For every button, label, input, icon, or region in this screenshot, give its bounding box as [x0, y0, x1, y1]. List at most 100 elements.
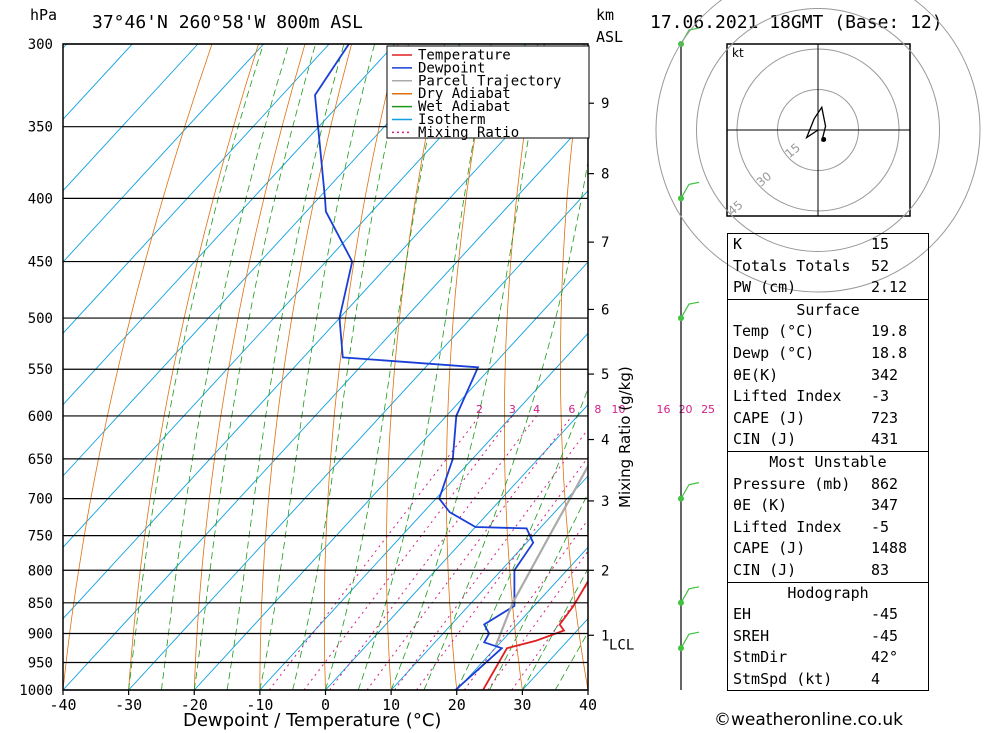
mixing-ratio-label: 20	[679, 403, 693, 416]
temperature-tick-label: 20	[448, 696, 466, 714]
pressure-tick-label: 500	[28, 311, 53, 327]
mixing-ratio-line	[329, 415, 537, 690]
pressure-tick-label: 900	[28, 626, 53, 642]
dry-adiabat-line	[128, 44, 259, 690]
legend-label: Dry Adiabat	[418, 86, 511, 102]
isotherm-line	[128, 190, 588, 690]
isotherm-line	[63, 44, 330, 335]
pressure-tick-label: 650	[28, 452, 53, 468]
temperature-tick-label: 40	[579, 696, 597, 714]
legend-label: Mixing Ratio	[418, 125, 519, 141]
temperature-profile	[482, 579, 588, 690]
km-tick-label: 8	[601, 167, 609, 183]
hodograph-section: Hodograph EH -45 SREH -45 StmDir 42° StmSpd…	[728, 581, 928, 691]
legend-label: Parcel Trajectory	[418, 73, 561, 89]
km-tick-label: 6	[601, 302, 609, 318]
hodograph-trace	[805, 105, 827, 142]
asl-label: ASL	[596, 28, 623, 46]
legend-label: Temperature	[418, 48, 511, 64]
most-unstable-section: Most Unstable Pressure (mb) 862 θE (K) 347…	[728, 450, 928, 582]
dry-adiabat-line	[559, 44, 588, 690]
pressure-tick-label: 450	[28, 255, 53, 271]
mixing-ratio-line	[416, 456, 588, 690]
basic-indices: K 15 Totals Totals 52 PW (cm) 2.12	[728, 234, 928, 299]
lcl-label: LCL	[609, 637, 634, 653]
temperature-tick-label: -40	[49, 696, 76, 714]
axes-layer: 3003504004505005506006507007508008509009…	[19, 37, 715, 714]
indices-table: K 15 Totals Totals 52 PW (cm) 2.12 Surface …	[727, 233, 929, 692]
hodograph-unit-label: kt	[732, 46, 744, 60]
isotherm-line	[63, 44, 461, 477]
wind-barb	[680, 482, 700, 499]
wet-adiabat-line	[193, 44, 316, 690]
pressure-tick-label: 850	[28, 596, 53, 612]
temperature-tick-label: -10	[246, 696, 273, 714]
km-tick-label: 9	[601, 96, 609, 112]
index-row: K 15	[733, 235, 890, 253]
section-title: Most Unstable	[769, 452, 887, 471]
mixing-ratio-label: 16	[657, 403, 671, 416]
index-row: Dewp (°C) 18.8	[733, 343, 908, 362]
index-row: θE(K) 342	[733, 365, 899, 384]
isotherm-line	[63, 44, 264, 263]
index-row: Totals Totals 52	[733, 256, 890, 275]
wind-barb	[680, 631, 700, 649]
index-row: θE (K) 347	[733, 496, 899, 515]
km-tick-label: 7	[601, 235, 609, 251]
mixing-ratio-line	[268, 415, 480, 690]
datetime-title: 17.06.2021 18GMT (Base: 12)	[650, 12, 943, 33]
km-tick-label: 3	[601, 494, 609, 510]
legend-label: Isotherm	[418, 112, 485, 128]
mixing-ratio-label: 10	[612, 403, 626, 416]
mixing-ratio-label: 6	[568, 403, 575, 416]
parcel-trajectory-profile	[494, 463, 588, 646]
dry-adiabat-line	[668, 44, 720, 690]
mixing-ratio-line	[487, 550, 588, 690]
isotherm-line	[63, 47, 588, 620]
km-tick-label: 1	[601, 628, 609, 644]
wet-adiabat-line	[226, 44, 345, 690]
pressure-tick-label: 400	[28, 191, 53, 207]
index-row: StmSpd (kt) 4	[733, 669, 881, 688]
mixing-ratio-label: 8	[594, 403, 601, 416]
wind-profile	[678, 27, 700, 690]
hodograph-ring	[696, 8, 940, 252]
legend-label: Wet Adiabat	[418, 99, 511, 115]
index-row: CIN (J) 83	[733, 560, 890, 579]
index-row: EH -45	[733, 605, 899, 624]
index-row: PW (cm) 2.12	[733, 278, 908, 297]
x-axis-title: Dewpoint / Temperature (°C)	[183, 710, 441, 731]
mixing-ratio-label: 4	[533, 403, 540, 416]
km-tick-label: 2	[601, 563, 609, 579]
mixing-ratio-label: 2	[476, 403, 483, 416]
index-row: CAPE (J) 1488	[733, 539, 908, 558]
credit-link[interactable]: ©weatheronline.co.uk	[714, 710, 904, 730]
wind-barb	[680, 586, 700, 604]
isotherm-line	[63, 118, 588, 690]
pressure-tick-label: 750	[28, 529, 53, 545]
index-row: CIN (J) 431	[733, 430, 899, 449]
dewpoint-profile	[314, 44, 535, 690]
legend-label: Dewpoint	[418, 60, 485, 76]
index-row: Lifted Index -3	[733, 387, 890, 406]
index-row: SREH -45	[733, 626, 899, 645]
dry-adiabat-line	[193, 44, 306, 690]
index-row: Pressure (mb) 862	[733, 474, 899, 493]
wind-barb	[680, 181, 700, 199]
hpa-label: hPa	[30, 6, 57, 24]
mixing-ratio-label: 25	[701, 403, 715, 416]
mixing-ratio-line	[394, 428, 588, 690]
temperature-tick-label: 10	[382, 696, 400, 714]
pressure-tick-label: 700	[28, 492, 53, 508]
location-title: 37°46'N 260°58'W 800m ASL	[92, 12, 363, 33]
isotherm-line	[325, 404, 588, 690]
dry-adiabat-line	[956, 44, 1000, 690]
wet-adiabat-line	[357, 44, 492, 690]
isotherm-line	[390, 475, 588, 690]
isotherm-line	[63, 44, 199, 192]
km-tick-label: 5	[601, 367, 609, 383]
isotherm-line	[63, 44, 396, 406]
temperature-tick-label: 0	[321, 696, 330, 714]
